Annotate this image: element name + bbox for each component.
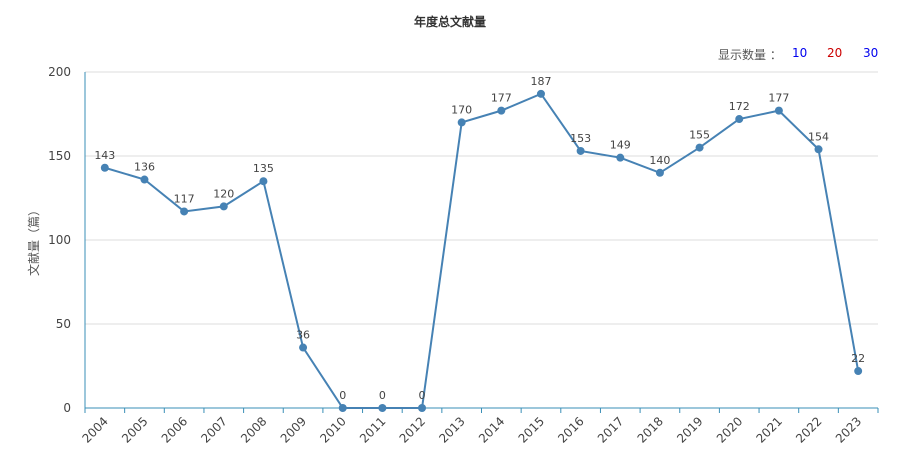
y-tick-label: 100 [48,233,71,247]
data-label: 0 [339,389,346,402]
data-label: 143 [94,149,115,162]
line [104,92,860,409]
x-tick-label: 2016 [555,414,586,445]
data-label: 0 [379,389,386,402]
point [338,404,347,412]
chart-title: 年度总文献量 [414,14,486,29]
y-axis-label: 文献量（篇） [26,204,41,276]
point [576,146,585,155]
point [418,404,427,412]
x-tick-label: 2012 [397,414,428,445]
data-label: 136 [134,161,155,174]
x-tick-label: 2013 [436,414,467,445]
x-tick-label: 2020 [714,414,745,445]
data-label: 172 [729,100,750,113]
point [378,404,387,412]
x-tick-label: 2006 [159,414,190,445]
x-tick-label: 2022 [793,414,824,445]
data-label: 135 [253,162,274,175]
data-label: 36 [296,329,310,342]
x-tick-label: 2011 [357,414,388,445]
option[interactable]: 30 [863,46,879,60]
data-label: 149 [610,139,631,152]
x-tick-label: 2008 [238,414,269,445]
data-label: 22 [851,352,865,365]
point [616,153,625,162]
data-label: 177 [491,92,512,105]
data-label: 120 [213,187,234,200]
option[interactable]: 10 [792,46,808,60]
data-label: 0 [419,389,426,402]
point [854,367,863,376]
x-tick-label: 2015 [516,414,547,445]
x-tick-label: 2014 [476,414,507,445]
y-tick-label: 150 [48,149,71,163]
x-tick-label: 2009 [278,414,309,445]
point [219,202,228,211]
data-label: 177 [768,92,789,105]
data-label: 153 [570,132,591,145]
point [735,115,744,124]
x-tick-label: 2018 [635,414,666,445]
point [180,207,189,216]
x-tick-label: 2005 [119,414,150,445]
data-label: 117 [174,192,195,205]
option[interactable]: 20 [827,46,843,60]
point [299,343,308,352]
x-tick-label: 2017 [595,414,626,445]
y-tick-label: 50 [56,317,71,331]
point [695,143,704,152]
x-tick-label: 2019 [674,414,705,445]
y-tick-label: 200 [48,65,71,79]
point [497,106,506,115]
x-tick-label: 2021 [753,414,784,445]
point [814,145,823,154]
y-tick-label: 0 [63,401,71,415]
x-tick-label: 2007 [198,414,229,445]
x-tick-label: 2010 [317,414,348,445]
data-label: 140 [649,154,670,167]
data-label: 170 [451,103,472,116]
point [259,177,268,186]
point [655,168,664,177]
point [457,118,466,127]
controls-label: 显示数量 ： [718,48,782,62]
point [140,175,149,184]
data-label: 155 [689,129,710,142]
point [100,163,109,172]
x-tick-label: 2023 [833,414,864,445]
x-tick-label: 2004 [79,414,110,445]
data-label: 187 [530,75,551,88]
point [774,106,783,115]
data-label: 154 [808,130,829,143]
point [536,89,545,98]
